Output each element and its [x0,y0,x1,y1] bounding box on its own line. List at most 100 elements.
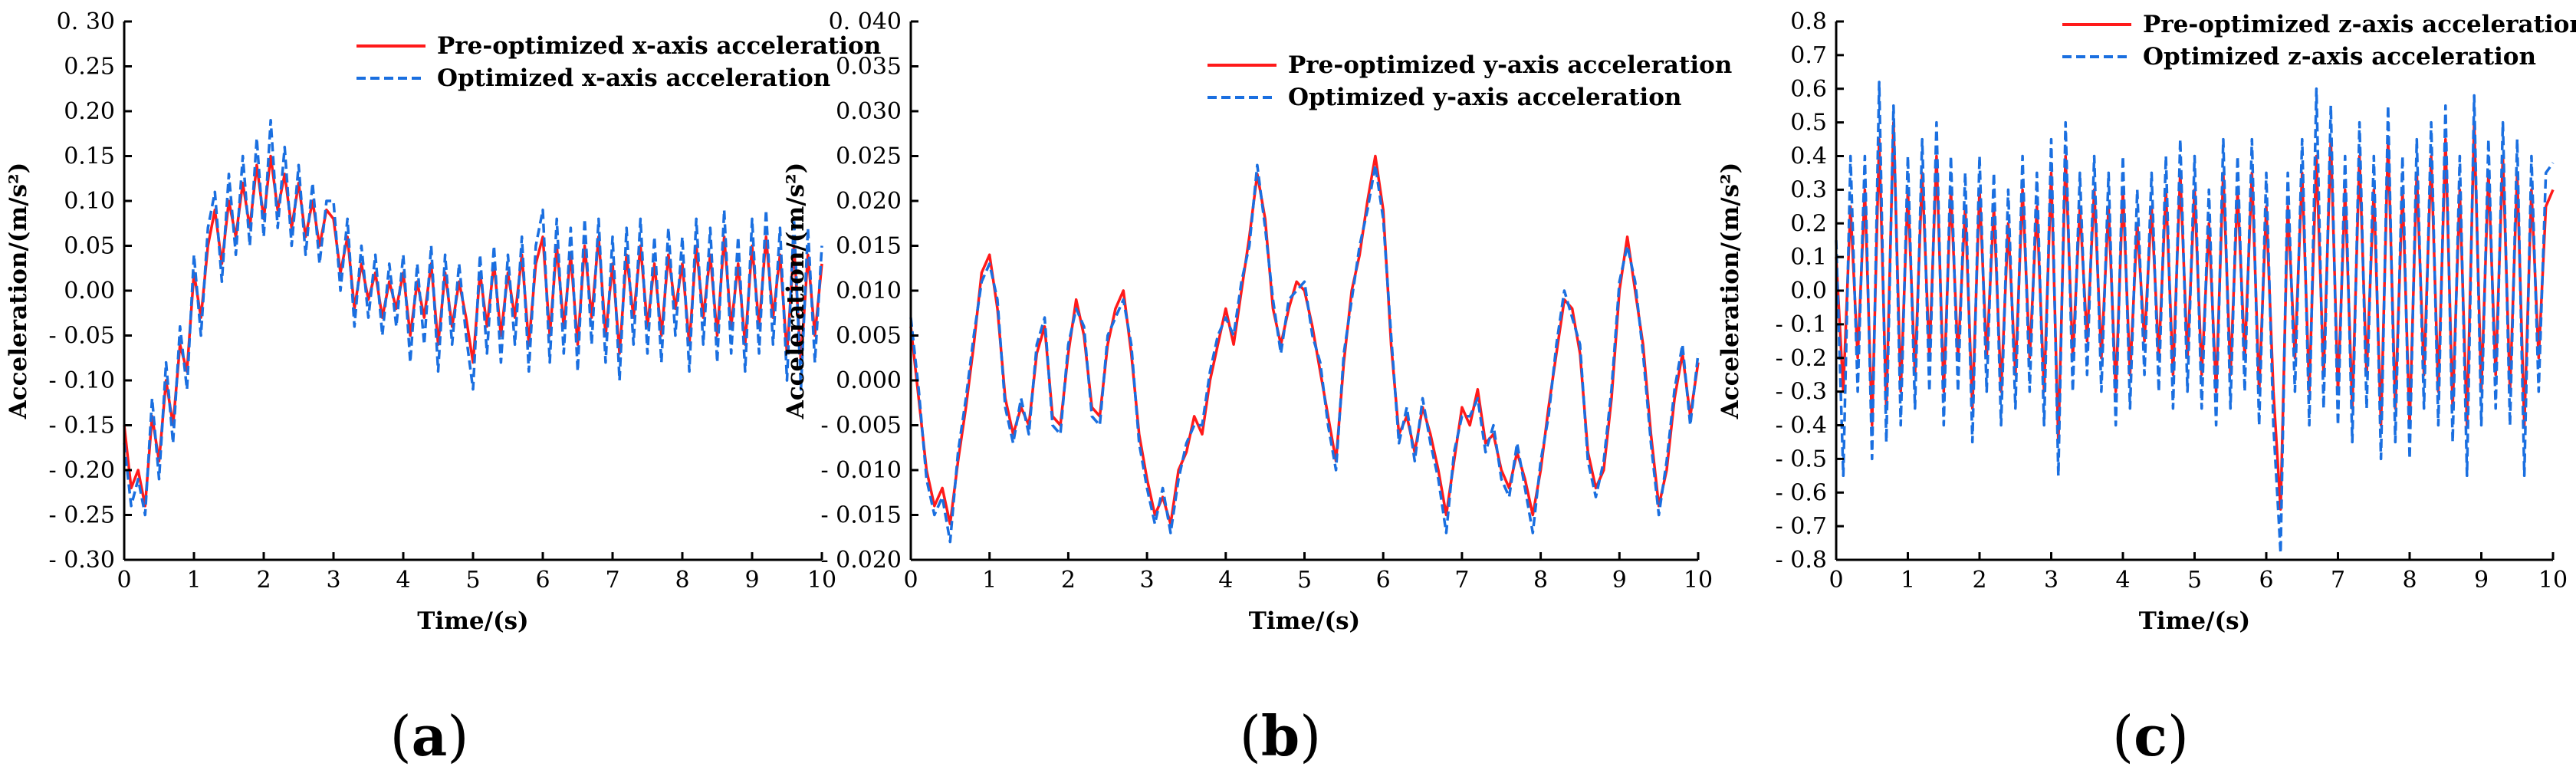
y-tick-label: 0.15 [64,143,115,170]
x-tick-label: 7 [605,567,619,594]
x-tick-label: 7 [1454,567,1469,594]
y-tick-label: - 0.4 [1776,413,1827,439]
y-tick-label: 0. 30 [57,8,115,35]
y-tick-label: - 0.10 [49,367,115,394]
x-tick-label: 8 [675,567,689,594]
panel-label: (a) [390,703,469,768]
y-tick-label: - 0.7 [1776,513,1827,540]
y-tick-label: 0.005 [836,323,902,350]
x-tick-label: 8 [1533,567,1548,594]
y-tick-label: 0.6 [1790,76,1827,103]
y-tick-label: 0.0 [1790,278,1827,304]
x-tick-label: 3 [1140,567,1155,594]
panel-label: (b) [1240,703,1322,768]
panel-label-open-paren: ( [1240,704,1261,768]
panel-label-close-paren: ) [447,704,468,768]
series-line-optimized [909,163,1700,544]
y-tick-label: 0.2 [1790,210,1827,237]
y-tick-label: 0.20 [64,98,115,125]
x-tick-label: 1 [186,567,201,594]
x-tick-label: 10 [2538,567,2568,594]
y-tick-label: 0.010 [836,278,902,304]
x-tick-label: 2 [1061,567,1076,594]
y-axis-title: Acceleration/(m/s²) [1717,163,1744,420]
series-line-pre-optimized [123,154,823,508]
y-axis-title: Acceleration/(m/s²) [782,163,810,420]
panel-label: (c) [2112,703,2189,768]
legend-label: Optimized y-axis acceleration [1288,84,1681,111]
legend-label: Optimized x-axis acceleration [437,64,830,92]
x-tick-label: 4 [1218,567,1233,594]
legend-label: Optimized z-axis acceleration [2143,43,2536,71]
x-tick-label: 6 [2259,567,2273,594]
y-tick-label: - 0.005 [820,413,902,439]
y-tick-label: - 0.5 [1776,446,1827,472]
y-tick-label: 0.000 [836,367,902,394]
y-tick-label: 0.030 [836,98,902,125]
panel-label-letter: b [1261,703,1300,768]
y-tick-label: 0.7 [1790,42,1827,69]
x-tick-label: 6 [535,567,550,594]
x-tick-label: 3 [326,567,340,594]
chart-panel-c: 0 1 2 3 4 5 6 7 8 9 10 - 0.8 - 0.7 - 0.6 - 0.5 - 0.4 - 0… [1717,8,2576,768]
y-tick-label: 0.00 [64,278,115,304]
y-tick-label: - 0.15 [49,413,115,439]
panel-label-letter: c [2134,703,2167,768]
x-tick-label: 1 [1901,567,1915,594]
chart-panel-a: 0 1 2 3 4 5 6 7 8 9 10 - 0.30 - 0.25 - 0.20 - 0.15 - 0.… [5,8,881,768]
panel-label-close-paren: ) [1300,704,1321,768]
panel-label-open-paren: ( [2112,704,2134,768]
x-tick-label: 5 [1297,567,1312,594]
y-tick-label: 0.3 [1790,176,1827,203]
y-tick-label: - 0.8 [1776,547,1827,574]
panel-label-open-paren: ( [390,704,412,768]
x-tick-label: 4 [396,567,410,594]
x-tick-label: 10 [807,567,836,594]
legend-label: Pre-optimized y-axis acceleration [1288,51,1732,79]
x-tick-label: 6 [1376,567,1391,594]
y-tick-label: 0.035 [836,54,902,81]
x-axis-title: Time/(s) [1249,607,1360,635]
y-tick-label: 0.25 [64,54,115,81]
y-tick-label: - 0.20 [49,457,115,484]
x-axis-title: Time/(s) [417,607,528,635]
x-tick-label: 2 [1972,567,1986,594]
y-tick-label: - 0.1 [1776,311,1827,338]
x-tick-label: 0 [903,567,918,594]
y-tick-label: 0.5 [1790,110,1827,137]
legend-label: Pre-optimized z-axis acceleration [2143,11,2576,38]
y-tick-label: - 0.2 [1776,345,1827,372]
y-tick-label: 0.05 [64,233,115,260]
x-tick-label: 0 [117,567,131,594]
y-tick-label: - 0.30 [49,547,115,574]
y-axis-title: Acceleration/(m/s²) [5,163,32,420]
x-tick-label: 5 [465,567,480,594]
x-tick-label: 9 [744,567,759,594]
y-tick-label: 0.025 [836,143,902,170]
chart-panel-b: 0 1 2 3 4 5 6 7 8 9 10- 0.020- 0.015- 0.010- 0.005… [782,8,1732,768]
y-tick-label: - 0.05 [49,323,115,350]
series-line-optimized [1835,81,2555,554]
panel-label-close-paren: ) [2167,704,2189,768]
panel-label-letter: a [412,703,448,768]
x-tick-label: 9 [1612,567,1627,594]
y-tick-label: 0.4 [1790,143,1827,170]
x-tick-label: 2 [256,567,271,594]
series-line-pre-optimized [909,154,1700,525]
x-tick-label: 9 [2474,567,2489,594]
y-tick-label: - 0.3 [1776,379,1827,406]
x-tick-label: 7 [2331,567,2345,594]
x-tick-label: 1 [982,567,997,594]
y-tick-label: 0.10 [64,188,115,215]
x-tick-label: 10 [1684,567,1713,594]
x-tick-label: 3 [2044,567,2058,594]
x-tick-label: 4 [2115,567,2130,594]
x-tick-label: 8 [2402,567,2417,594]
y-tick-label: - 0.015 [820,502,902,529]
y-tick-label: 0.1 [1790,244,1827,271]
legend-label: Pre-optimized x-axis acceleration [437,32,881,60]
y-tick-label: 0.015 [836,233,902,260]
y-tick-label: - 0.6 [1776,479,1827,506]
series-line-optimized [123,118,823,517]
y-tick-label: 0.020 [836,188,902,215]
